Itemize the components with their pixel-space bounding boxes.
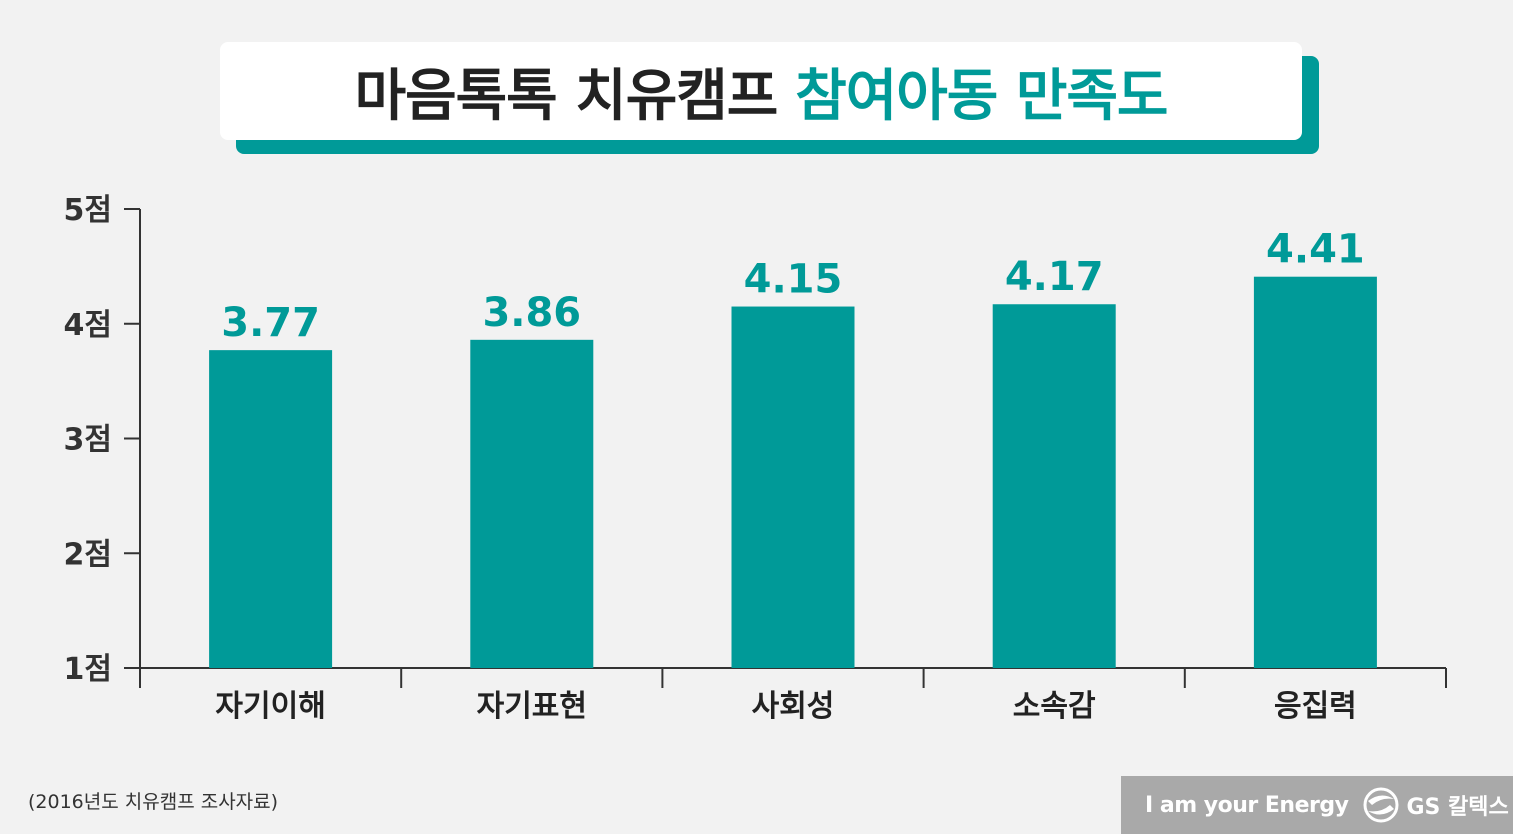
y-tick-label: 4점 [64,308,112,343]
x-tick-label: 자기이해 [215,689,325,724]
y-tick-label: 5점 [64,193,112,228]
source-note: (2016년도 치유캠프 조사자료) [28,791,279,813]
x-tick-label: 소속감 [1013,689,1096,724]
data-label: 3.86 [482,290,581,336]
x-tick-label: 응집력 [1274,689,1357,724]
data-label: 4.17 [1005,254,1104,300]
bar [470,339,594,668]
bar [209,350,333,668]
data-label: 3.77 [221,300,320,346]
x-tick-label: 자기표현 [477,689,587,724]
bar [992,304,1116,668]
data-label: 4.15 [744,257,843,303]
brand-company: GS 칼텍스 [1406,795,1509,820]
title-accent: 참여아동 만족도 [795,63,1168,129]
brand-tagline: I am your Energy [1145,792,1349,818]
bar [1253,276,1377,668]
x-tick-label: 사회성 [752,689,835,724]
title-main: 마음톡톡 치유캠프 [354,63,779,129]
chart-title: 마음톡톡 치유캠프 참여아동 만족도 [220,42,1302,140]
y-tick-label: 2점 [64,537,112,572]
y-tick-label: 1점 [64,652,112,687]
y-tick-label: 3점 [64,423,112,458]
data-label: 4.41 [1266,227,1365,273]
gs-logo-icon [1362,787,1400,823]
brand-banner: I am your Energy GS 칼텍스 [1121,776,1513,834]
bar [731,306,855,668]
